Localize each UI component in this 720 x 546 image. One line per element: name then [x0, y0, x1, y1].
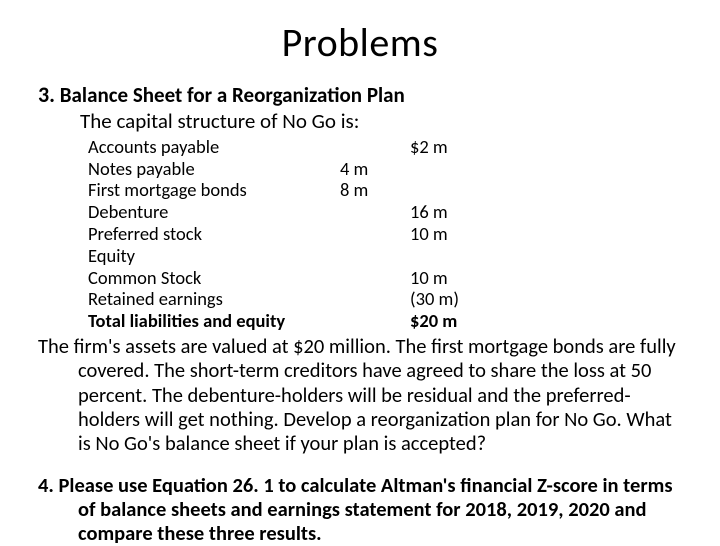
row-col2: 16 m [410, 201, 490, 223]
row-col1 [340, 136, 410, 158]
row-col1 [340, 201, 410, 223]
row-label: Common Stock [88, 267, 340, 289]
row-col1 [340, 267, 410, 289]
table-row: Preferred stock 10 m [88, 223, 682, 245]
total-label: Total liabilities and equity [88, 310, 340, 332]
table-total-row: Total liabilities and equity $20 m [88, 310, 682, 332]
table-row: Common Stock 10 m [88, 267, 682, 289]
row-col2 [410, 158, 490, 180]
problem-3-number: 3. [38, 81, 55, 108]
problem-3-heading: 3. Balance Sheet for a Reorganization Pl… [38, 81, 682, 109]
row-col1: 4 m [340, 158, 410, 180]
row-label: Equity [88, 245, 340, 267]
row-col2 [410, 245, 490, 267]
row-col2 [410, 179, 490, 201]
problem-4-number: 4. [38, 472, 54, 498]
problem-3-subtitle: The capital structure of No Go is: [80, 109, 682, 134]
row-col2: 10 m [410, 223, 490, 245]
problem-4: 4. Please use Equation 26. 1 to calculat… [38, 473, 682, 546]
row-label: Notes payable [88, 158, 340, 180]
table-row: Equity [88, 245, 682, 267]
row-label: Retained earnings [88, 288, 340, 310]
row-col1 [340, 245, 410, 267]
table-row: Notes payable 4 m [88, 158, 682, 180]
problem-4-text: Please use Equation 26. 1 to calculate A… [59, 472, 673, 546]
row-col1: 8 m [340, 179, 410, 201]
total-col1 [340, 310, 410, 332]
total-col2: $20 m [410, 310, 490, 332]
table-row: Retained earnings (30 m) [88, 288, 682, 310]
row-col2: $2 m [410, 136, 490, 158]
row-label: Preferred stock [88, 223, 340, 245]
row-col1 [340, 223, 410, 245]
problem-3-paragraph: The firm's assets are valued at $20 mill… [38, 334, 682, 455]
table-row: Debenture 16 m [88, 201, 682, 223]
row-col1 [340, 288, 410, 310]
problem-3: 3. Balance Sheet for a Reorganization Pl… [38, 81, 682, 455]
row-label: Accounts payable [88, 136, 340, 158]
table-row: Accounts payable $2 m [88, 136, 682, 158]
row-col2: 10 m [410, 267, 490, 289]
table-row: First mortgage bonds 8 m [88, 179, 682, 201]
capital-structure-table: Accounts payable $2 m Notes payable 4 m … [88, 136, 682, 332]
row-col2: (30 m) [410, 288, 490, 310]
problem-3-title: Balance Sheet for a Reorganization Plan [60, 82, 405, 108]
row-label: Debenture [88, 201, 340, 223]
row-label: First mortgage bonds [88, 179, 340, 201]
page-title: Problems [38, 18, 682, 67]
